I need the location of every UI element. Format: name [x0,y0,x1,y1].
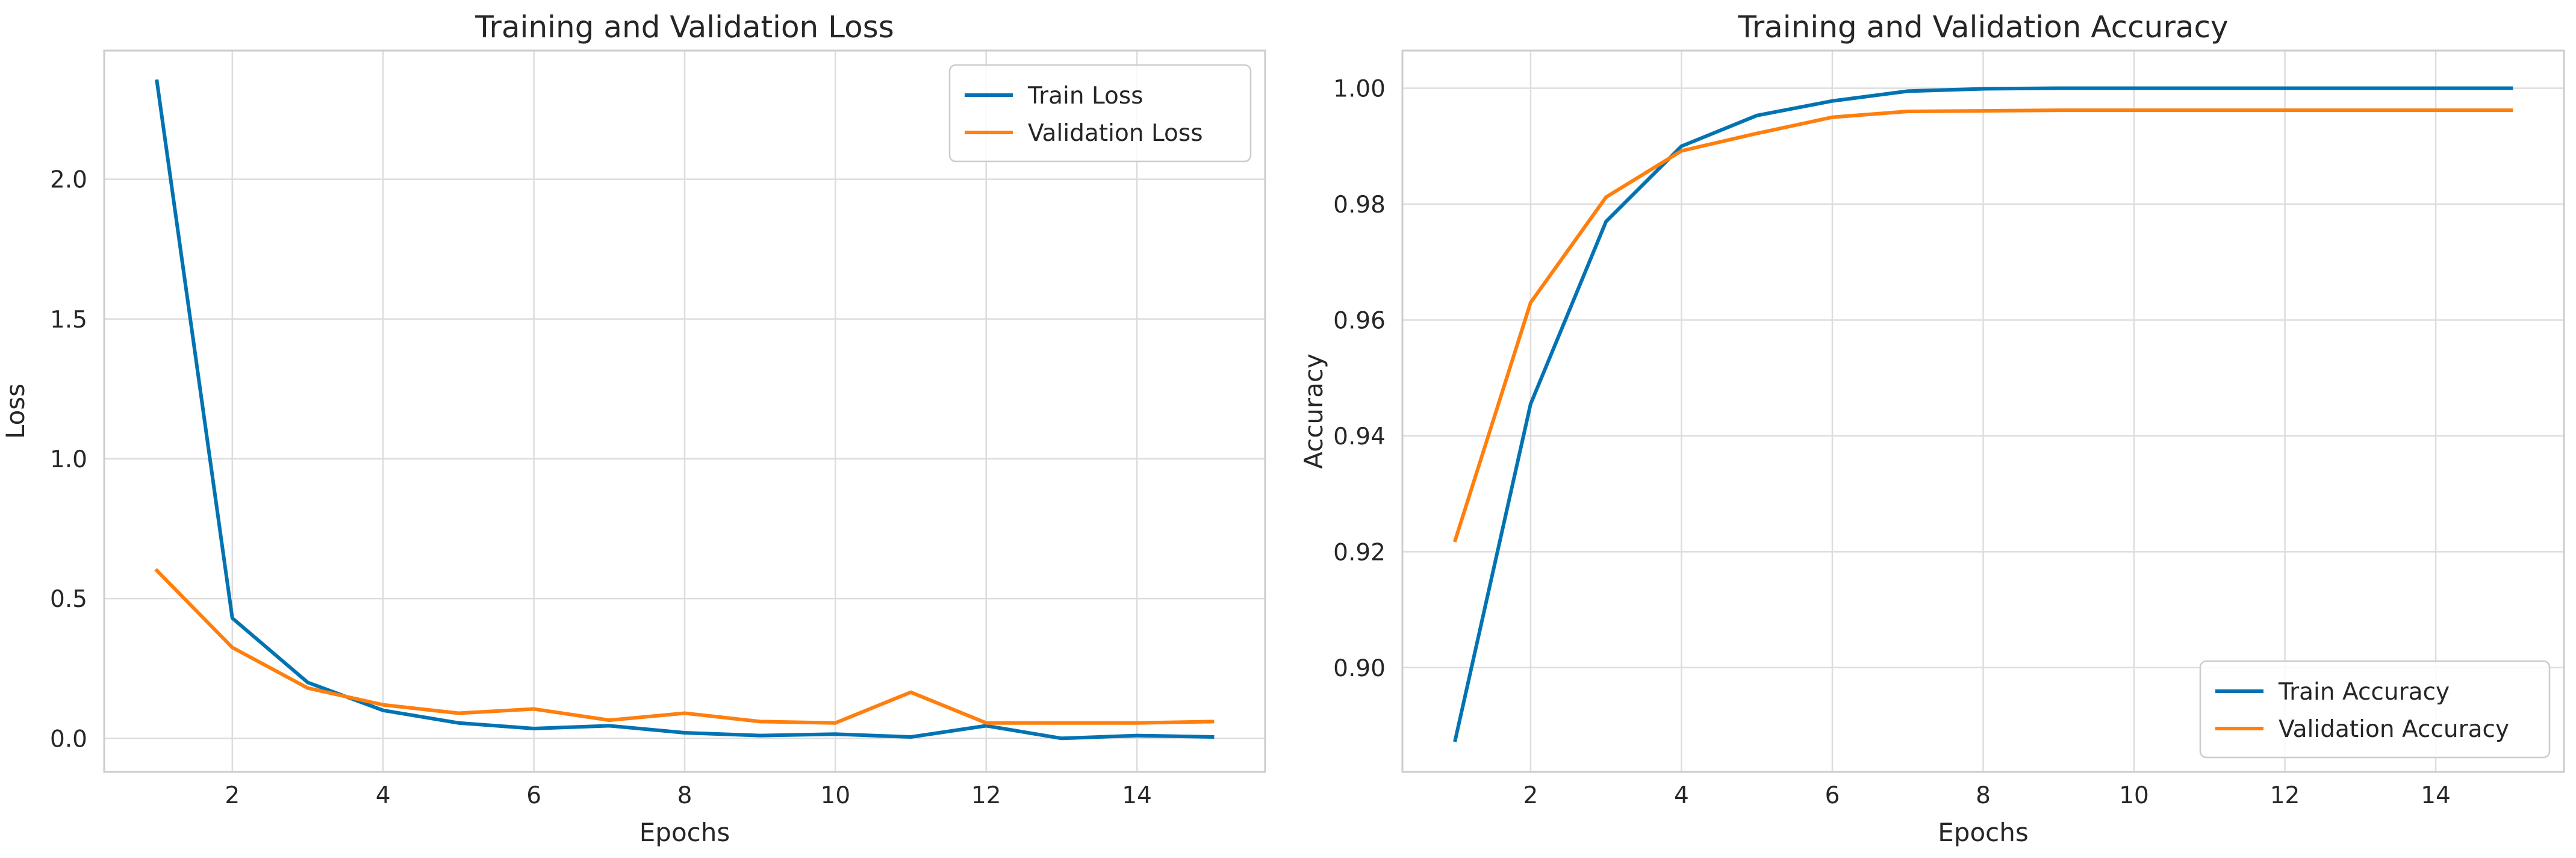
x-tick-label: 4 [376,782,391,809]
axes-frame [103,49,1266,773]
axes-frame [1401,49,2565,773]
legend-label: Validation Loss [1028,120,1203,147]
y-tick-label: 1.00 [1333,76,1386,103]
y-tick-label: 0.5 [50,586,87,613]
x-axis-label: Epochs [639,818,730,847]
legend-box [2199,660,2551,759]
chart-title: Training and Validation Accuracy [1737,10,2228,45]
x-tick-label: 10 [2119,782,2149,809]
y-tick-label: 2.0 [50,167,87,194]
x-tick-label: 12 [2270,782,2300,809]
y-tick-label: 0.90 [1333,655,1386,682]
series-line-validation-accuracy [1452,108,2513,542]
y-tick-label: 0.0 [50,726,87,753]
x-tick-label: 6 [1825,782,1840,809]
x-tick-label: 14 [1122,782,1152,809]
y-tick-label: 0.96 [1333,307,1386,334]
x-tick-label: 10 [821,782,851,809]
y-tick-label: 0.98 [1333,191,1386,219]
y-tick-label: 0.92 [1333,539,1386,566]
chart-title: Training and Validation Loss [474,10,894,45]
chart-loss: 2 4 6 8 10 12 14 0.0 0.5 1.0 1.5 2.0 Training and Va… [1,10,1266,847]
x-tick-label: 8 [1976,782,1991,809]
y-tick-label: 1.0 [50,446,87,473]
x-tick-label: 2 [1523,782,1538,809]
legend-box [948,64,1252,163]
y-tick-label: 1.5 [50,306,87,334]
y-tick-label: 0.94 [1333,423,1386,450]
legend-label: Train Loss [1027,82,1143,110]
x-tick-label: 12 [971,782,1001,809]
series-line-train-loss [155,79,1215,741]
legend: Train Accuracy Validation Accuracy [2199,660,2551,759]
legend: Train Loss Validation Loss [948,64,1252,163]
legend-label: Train Accuracy [2278,679,2450,706]
x-tick-label: 4 [1674,782,1689,809]
x-axis-label: Epochs [1938,818,2029,847]
x-tick-label: 6 [526,782,541,809]
y-axis-label: Accuracy [1299,353,1328,469]
series-line-train-accuracy [1453,86,2513,742]
y-axis-label: Loss [1,384,30,439]
x-tick-label: 2 [225,782,240,809]
legend-label: Validation Accuracy [2279,716,2509,743]
series-line-validation-loss [154,568,1215,725]
chart-accuracy: 2 4 6 8 10 12 14 0.90 0.92 0.94 0.96 0.98 1.00 Traini… [1299,10,2565,847]
x-tick-label: 8 [677,782,692,809]
x-tick-label: 14 [2421,782,2451,809]
